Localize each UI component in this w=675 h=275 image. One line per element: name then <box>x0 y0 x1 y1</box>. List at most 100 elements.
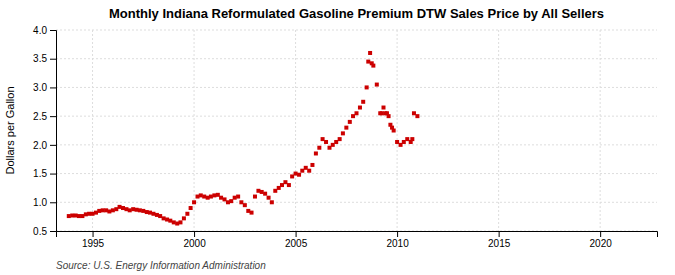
point <box>138 208 142 212</box>
tick: 3.0 <box>33 82 56 93</box>
point <box>121 206 125 210</box>
tick: 4.0 <box>33 25 56 36</box>
tick-label: 2010 <box>386 238 409 249</box>
point <box>158 214 162 218</box>
tick-label: 2005 <box>285 238 308 249</box>
point <box>267 196 271 200</box>
tick: 3.5 <box>33 53 56 64</box>
point <box>387 114 391 118</box>
point <box>380 111 384 115</box>
point <box>199 193 203 197</box>
tick: 2.0 <box>33 140 56 151</box>
point <box>294 172 298 176</box>
point <box>250 211 254 215</box>
point <box>107 209 111 213</box>
tick: 2.5 <box>33 111 56 122</box>
point <box>239 200 243 204</box>
point <box>280 183 284 187</box>
point <box>410 137 414 141</box>
point <box>402 140 406 144</box>
point <box>233 196 237 200</box>
point <box>283 180 287 184</box>
grid-line-y <box>56 30 657 31</box>
point <box>395 140 399 144</box>
tick-label: 2020 <box>590 238 613 249</box>
point <box>101 208 105 212</box>
tick-mark <box>50 174 56 175</box>
tick-mark <box>194 231 195 237</box>
point <box>67 214 71 218</box>
tick-label: 1.5 <box>33 168 47 179</box>
point <box>348 120 352 124</box>
tick-label: 2.0 <box>33 140 47 151</box>
point <box>355 111 359 115</box>
point <box>392 129 396 133</box>
tick-label: 3.0 <box>33 82 47 93</box>
point <box>365 85 369 89</box>
point <box>185 212 189 216</box>
grid-line-x <box>498 30 499 231</box>
tick-label: 2.5 <box>33 111 47 122</box>
point <box>375 83 379 87</box>
tick-mark <box>93 231 94 237</box>
point <box>338 137 342 141</box>
tick-label: 3.5 <box>33 53 47 64</box>
point <box>192 200 196 204</box>
point <box>382 106 386 110</box>
point <box>405 137 409 141</box>
tick: 0.5 <box>33 226 56 237</box>
point <box>351 114 355 118</box>
point <box>260 190 264 194</box>
tick: 2010 <box>386 231 409 249</box>
point <box>371 64 375 68</box>
tick: 1.0 <box>33 197 56 208</box>
tick-label: 2015 <box>488 238 511 249</box>
point <box>331 143 335 147</box>
plot-area: 1995 2000 2005 2010 2015 2020 0.5 1.0 1.5 2.0 2.5 3… <box>33 25 657 249</box>
point <box>344 126 348 130</box>
points <box>67 51 420 226</box>
grid-line-y <box>56 116 657 117</box>
title: Monthly Indiana Reformulated Gasoline Pr… <box>109 6 604 21</box>
point <box>162 216 166 220</box>
tick-label: 2000 <box>183 238 206 249</box>
point <box>270 200 274 204</box>
point <box>148 211 152 215</box>
tick-mark <box>50 145 56 146</box>
point <box>412 111 416 115</box>
tick-mark <box>499 231 500 237</box>
point <box>236 195 240 199</box>
tick-mark <box>50 30 56 31</box>
grid-line-x <box>92 30 93 231</box>
point <box>361 100 365 104</box>
grid-line-x <box>397 30 398 231</box>
point <box>223 197 227 201</box>
y-axis-label: Dollars per Gallon <box>4 86 16 174</box>
tick-mark <box>50 231 56 232</box>
point <box>118 205 122 209</box>
point <box>263 192 267 196</box>
point <box>366 60 370 64</box>
point <box>314 151 318 155</box>
grid-line-x <box>295 30 296 231</box>
grid-line-y <box>56 173 657 174</box>
tick-mark <box>600 231 601 237</box>
point <box>273 189 277 193</box>
point <box>182 216 186 220</box>
y-axis: 0.5 1.0 1.5 2.0 2.5 3.0 3.5 4.0 <box>33 25 56 237</box>
point <box>334 140 338 144</box>
point <box>141 209 145 213</box>
point <box>111 208 115 212</box>
point <box>317 146 321 150</box>
tick: 2000 <box>183 231 206 249</box>
tick: 1995 <box>82 231 105 249</box>
x-axis: 1995 2000 2005 2010 2015 2020 <box>57 231 658 249</box>
tick-label: 4.0 <box>33 25 47 36</box>
grid-line-y <box>56 144 657 145</box>
point <box>189 206 193 210</box>
point <box>253 195 257 199</box>
tick-mark <box>50 87 56 88</box>
point <box>415 114 419 118</box>
point <box>341 131 345 135</box>
point <box>97 209 101 213</box>
